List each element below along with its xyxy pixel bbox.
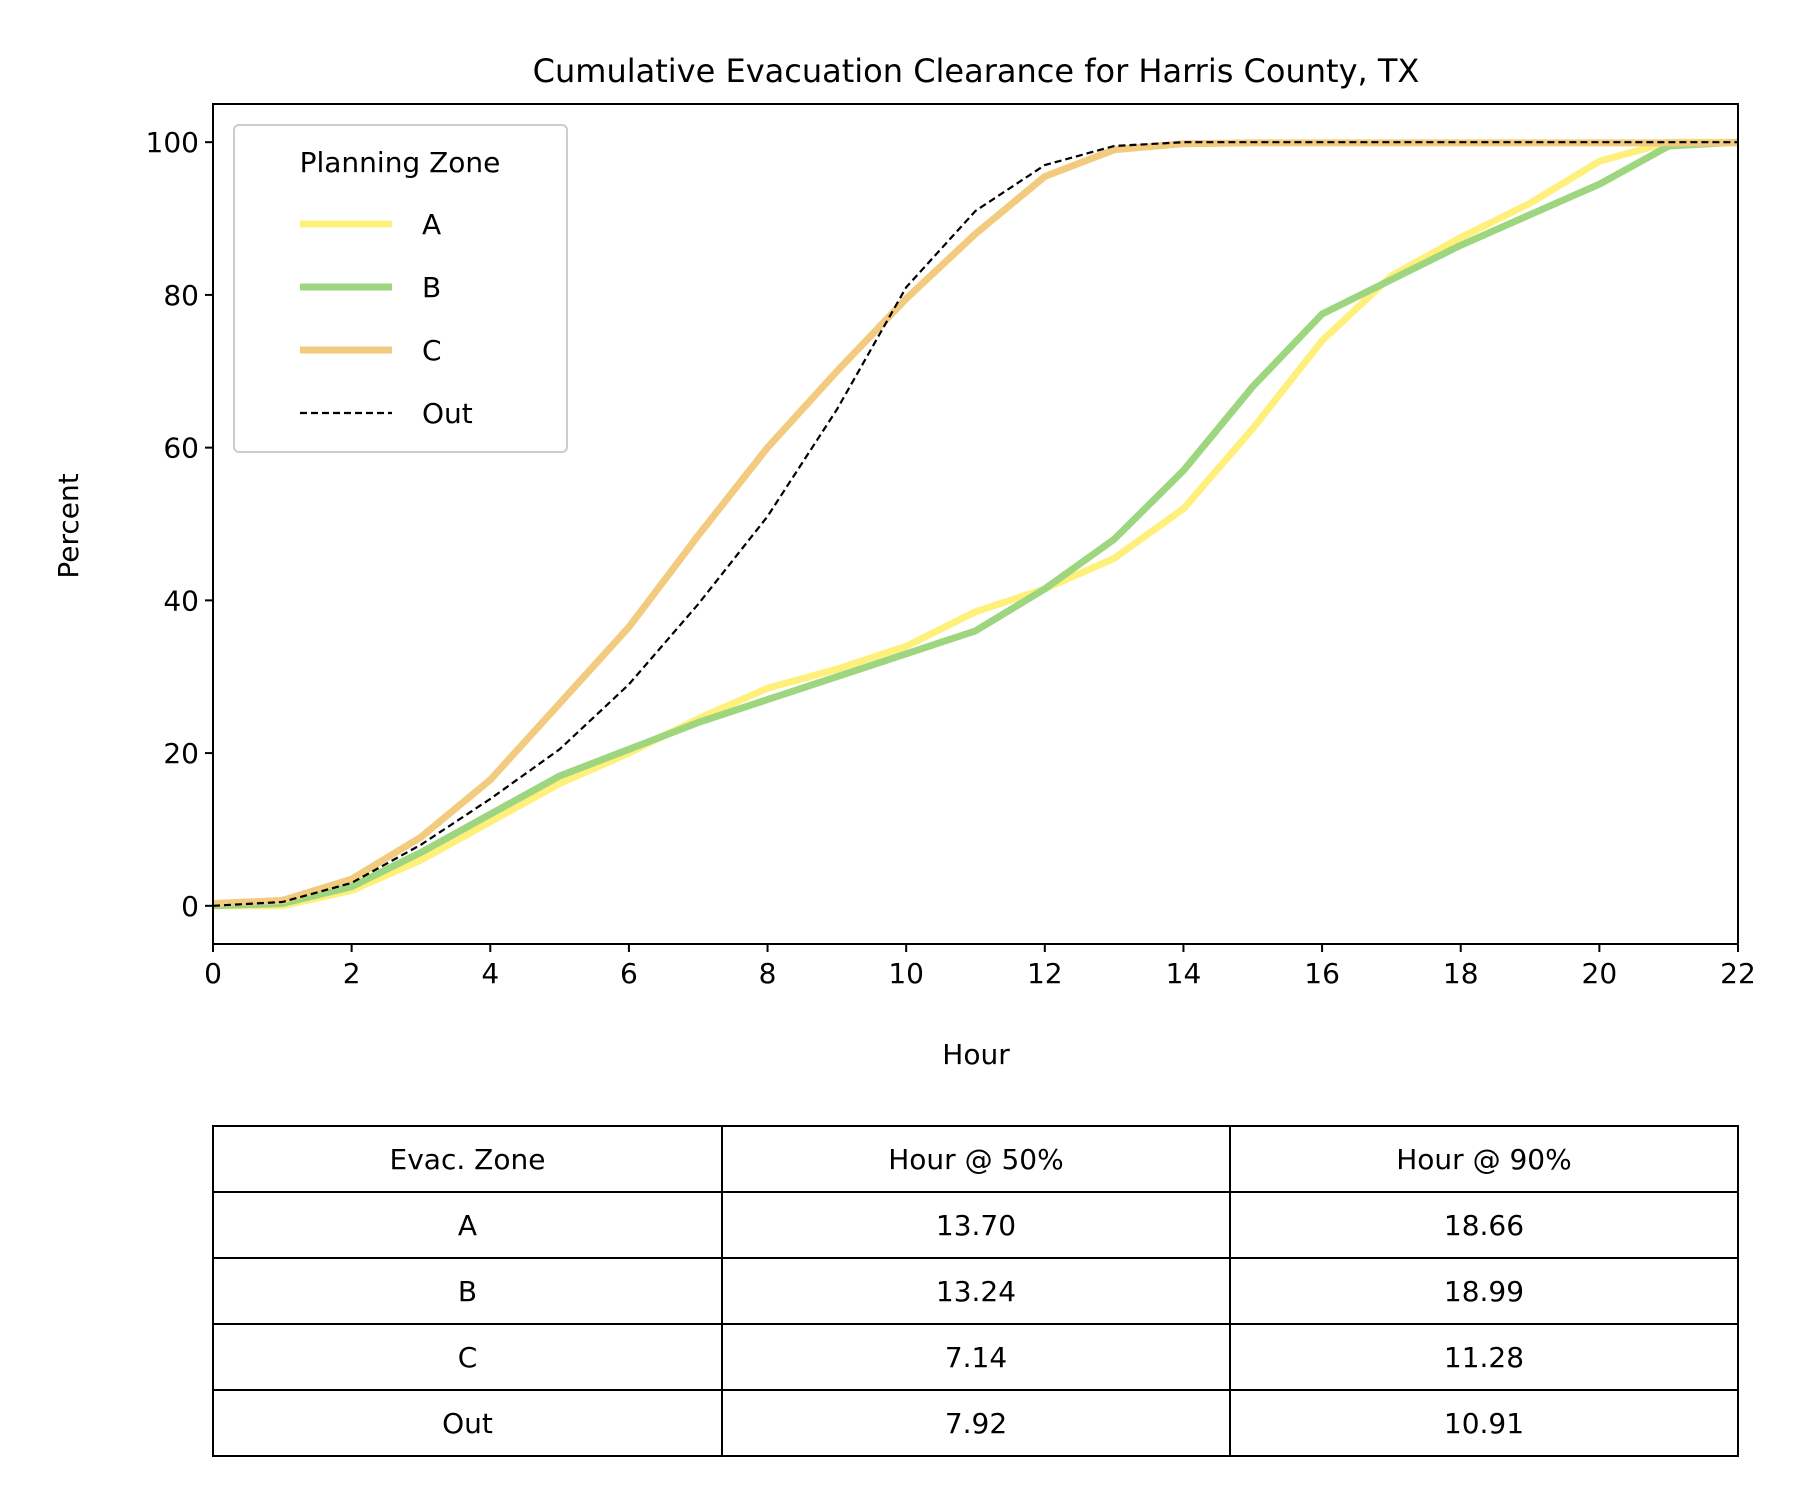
table-cell-text: C <box>458 1341 478 1374</box>
x-tick-label: 18 <box>1443 957 1479 990</box>
table-cell-text: 18.66 <box>1444 1209 1524 1242</box>
table-cell <box>212 1191 723 1259</box>
legend-label: B <box>422 271 441 304</box>
y-axis-ticks: 0 20 40 60 80 100 <box>146 126 213 923</box>
y-tick-label: 80 <box>163 279 199 312</box>
x-axis-label: Hour <box>942 1038 1010 1071</box>
y-axis-label: Percent <box>52 473 85 578</box>
legend-label: A <box>422 208 441 241</box>
legend-label: Out <box>422 397 473 430</box>
table-cell-text: 7.92 <box>945 1407 1007 1440</box>
y-tick-label: 0 <box>181 890 199 923</box>
x-tick-label: 6 <box>620 957 638 990</box>
table-cell-text: 13.70 <box>936 1209 1016 1242</box>
series-line-out <box>212 141 1738 907</box>
table-cell <box>721 1389 1231 1457</box>
x-tick-label: 22 <box>1720 957 1756 990</box>
table-cell <box>721 1257 1231 1325</box>
table-cell-text: 18.99 <box>1444 1275 1524 1308</box>
x-tick-label: 8 <box>759 957 777 990</box>
table-cell <box>1229 1191 1739 1259</box>
y-tick-label: 100 <box>146 126 199 159</box>
table-header-cell <box>1229 1125 1739 1193</box>
table-cell <box>1229 1257 1739 1325</box>
legend-box <box>233 124 568 453</box>
table-cell <box>212 1389 723 1457</box>
x-tick-label: 4 <box>481 957 499 990</box>
summary-table: Evac. Zone Hour @ 50% Hour @ 90% A 13.70 18.6… <box>212 1125 1739 1457</box>
x-tick-label: 0 <box>204 957 222 990</box>
axes-frame <box>212 103 1739 945</box>
y-tick-label: 20 <box>163 737 199 770</box>
table-header-text: Hour @ 50% <box>888 1143 1063 1176</box>
table-header-text: Evac. Zone <box>390 1143 546 1176</box>
legend: Planning Zone ABC Out <box>233 124 568 453</box>
x-tick-label: 20 <box>1582 957 1618 990</box>
table-cell-text: 7.14 <box>945 1341 1007 1374</box>
legend-label: C <box>422 334 442 367</box>
chart-title: Cumulative Evacuation Clearance for Harr… <box>533 52 1420 90</box>
x-tick-label: 16 <box>1304 957 1340 990</box>
table-cell <box>1229 1323 1739 1391</box>
table-cell <box>1229 1389 1739 1457</box>
table-cell-text: 11.28 <box>1444 1341 1524 1374</box>
table-cell-text: 13.24 <box>936 1275 1016 1308</box>
x-tick-label: 12 <box>1027 957 1063 990</box>
table-cell-text: A <box>458 1209 477 1242</box>
x-tick-label: 2 <box>343 957 361 990</box>
table-cell <box>721 1191 1231 1259</box>
y-tick-label: 60 <box>163 432 199 465</box>
x-axis-ticks: 0 2 4 6 8 10 12 14 16 18 20 22 <box>204 944 1756 990</box>
table-cell-text: B <box>458 1275 477 1308</box>
legend-title: Planning Zone <box>300 146 501 179</box>
series-lines <box>212 138 1739 910</box>
x-tick-label: 10 <box>888 957 924 990</box>
series-line-a <box>213 138 1738 910</box>
table-header-text: Hour @ 90% <box>1396 1143 1571 1176</box>
y-tick-label: 40 <box>163 584 199 617</box>
series-line-b <box>212 138 1739 910</box>
x-tick-label: 14 <box>1166 957 1202 990</box>
table-cell-text: Out <box>442 1407 493 1440</box>
table-cell-text: 10.91 <box>1444 1407 1524 1440</box>
